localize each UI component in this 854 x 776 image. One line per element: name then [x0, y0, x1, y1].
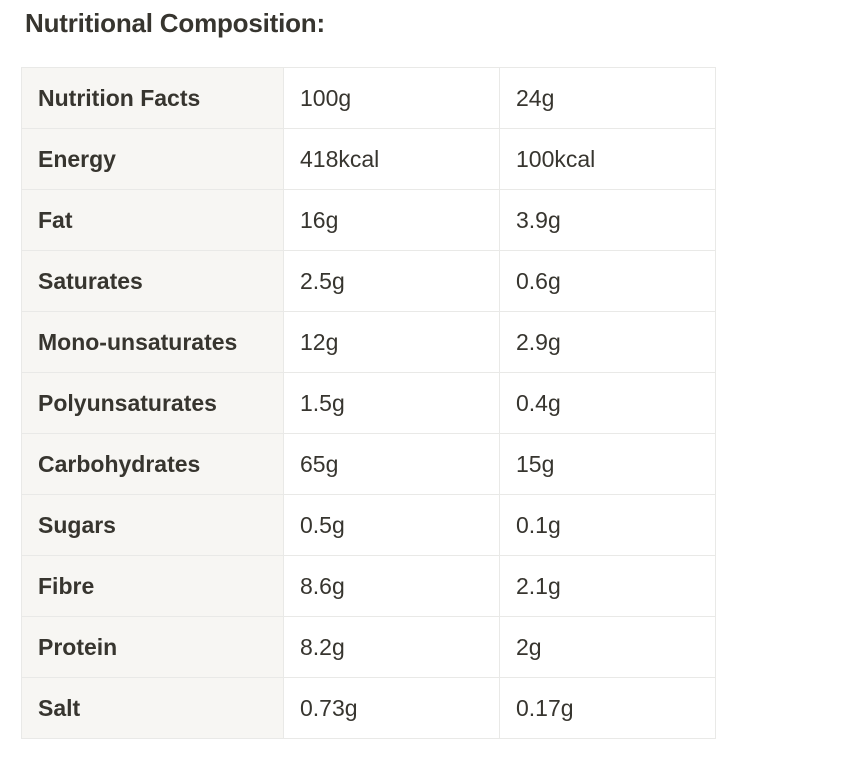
cell-per-serving: 100kcal: [499, 128, 716, 190]
cell-per-100g: 8.6g: [283, 555, 500, 617]
row-label: Salt: [21, 677, 284, 739]
table-row: Energy 418kcal 100kcal: [21, 128, 716, 190]
row-label: Sugars: [21, 494, 284, 556]
cell-per-100g: 1.5g: [283, 372, 500, 434]
table-row: Sugars 0.5g 0.1g: [21, 494, 716, 556]
table-row: Carbohydrates 65g 15g: [21, 433, 716, 495]
cell-per-serving: 0.4g: [499, 372, 716, 434]
row-label: Saturates: [21, 250, 284, 312]
row-label: Carbohydrates: [21, 433, 284, 495]
cell-per-serving: 2.1g: [499, 555, 716, 617]
cell-per-serving: 0.1g: [499, 494, 716, 556]
cell-per-100g: 16g: [283, 189, 500, 251]
cell-per-100g: 0.73g: [283, 677, 500, 739]
cell-per-100g: 8.2g: [283, 616, 500, 678]
table-row: Saturates 2.5g 0.6g: [21, 250, 716, 312]
cell-per-serving: 2.9g: [499, 311, 716, 373]
table-row: Polyunsaturates 1.5g 0.4g: [21, 372, 716, 434]
cell-per-100g: 65g: [283, 433, 500, 495]
cell-per-serving: 0.6g: [499, 250, 716, 312]
cell-per-100g: 418kcal: [283, 128, 500, 190]
cell-per-100g: 12g: [283, 311, 500, 373]
row-label: Fibre: [21, 555, 284, 617]
row-label: Mono-unsaturates: [21, 311, 284, 373]
row-label: Nutrition Facts: [21, 67, 284, 129]
cell-per-100g: 2.5g: [283, 250, 500, 312]
cell-per-serving: 3.9g: [499, 189, 716, 251]
table-row: Protein 8.2g 2g: [21, 616, 716, 678]
row-label: Protein: [21, 616, 284, 678]
nutrition-table: Nutrition Facts 100g 24g Energy 418kcal …: [21, 67, 716, 739]
table-row: Fat 16g 3.9g: [21, 189, 716, 251]
row-label: Polyunsaturates: [21, 372, 284, 434]
table-row: Nutrition Facts 100g 24g: [21, 67, 716, 129]
table-row: Mono-unsaturates 12g 2.9g: [21, 311, 716, 373]
cell-per-100g: 0.5g: [283, 494, 500, 556]
cell-per-100g: 100g: [283, 67, 500, 129]
cell-per-serving: 24g: [499, 67, 716, 129]
cell-per-serving: 2g: [499, 616, 716, 678]
table-row: Salt 0.73g 0.17g: [21, 677, 716, 739]
table-row: Fibre 8.6g 2.1g: [21, 555, 716, 617]
cell-per-serving: 15g: [499, 433, 716, 495]
row-label: Fat: [21, 189, 284, 251]
page-title: Nutritional Composition:: [25, 8, 325, 38]
cell-per-serving: 0.17g: [499, 677, 716, 739]
row-label: Energy: [21, 128, 284, 190]
